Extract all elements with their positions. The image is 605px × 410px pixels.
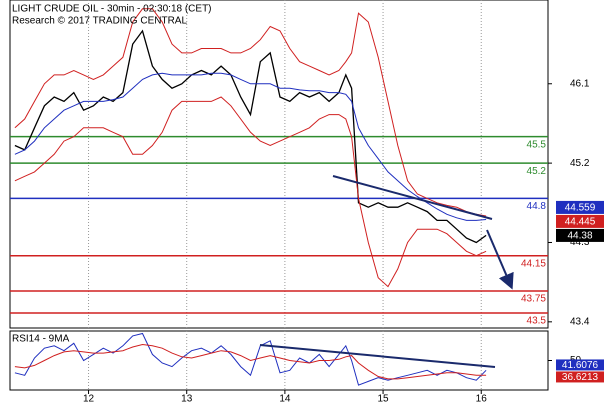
series-line [14, 343, 487, 380]
rsi-trend-line [259, 344, 496, 368]
series-line [14, 29, 487, 244]
trend-line [332, 175, 493, 220]
x-tick-label: 13 [181, 394, 193, 405]
x-tick-label: 14 [279, 394, 291, 405]
value-label: 41.6076 [562, 360, 599, 371]
y-tick-label: 43.4 [570, 316, 590, 327]
rsi-plot [14, 331, 487, 390]
series-line [14, 72, 487, 221]
y-tick-label: 44.3 [570, 237, 590, 248]
x-tick-label: 16 [476, 394, 488, 405]
labels: 121314151646.145.244.343.45045.545.244.8… [83, 78, 604, 405]
chart-title: LIGHT CRUDE OIL - 30min - 02:30:18 (CET) [12, 4, 212, 15]
value-label: 44.559 [565, 203, 596, 214]
value-box [556, 359, 604, 371]
value-box [556, 228, 604, 242]
x-tick-label: 12 [83, 394, 95, 405]
x-tick-label: 15 [378, 394, 390, 405]
series-line [14, 8, 487, 217]
series-line [14, 96, 487, 288]
forecast-arrow [486, 229, 514, 290]
level-label: 44.8 [527, 201, 547, 212]
value-box [556, 200, 604, 214]
value-label: 44.38 [567, 231, 592, 242]
level-label: 45.5 [527, 139, 547, 150]
value-label: 36.6213 [562, 372, 599, 383]
rsi-title: RSI14 - 9MA [12, 334, 70, 345]
rsi-panel [9, 330, 549, 391]
value-box [556, 371, 604, 383]
value-label: 44.445 [565, 217, 596, 228]
level-label: 44.15 [521, 258, 546, 269]
y-tick-label: 46.1 [570, 78, 590, 89]
level-label: 43.5 [527, 316, 547, 327]
y-tick-label: 45.2 [570, 158, 590, 169]
value-box [556, 214, 604, 228]
main-plot [10, 0, 548, 328]
main-panel [9, 0, 549, 329]
level-label: 43.75 [521, 294, 546, 305]
level-label: 45.2 [527, 166, 547, 177]
chart-subtitle: Research © 2017 TRADING CENTRAL [12, 16, 187, 27]
